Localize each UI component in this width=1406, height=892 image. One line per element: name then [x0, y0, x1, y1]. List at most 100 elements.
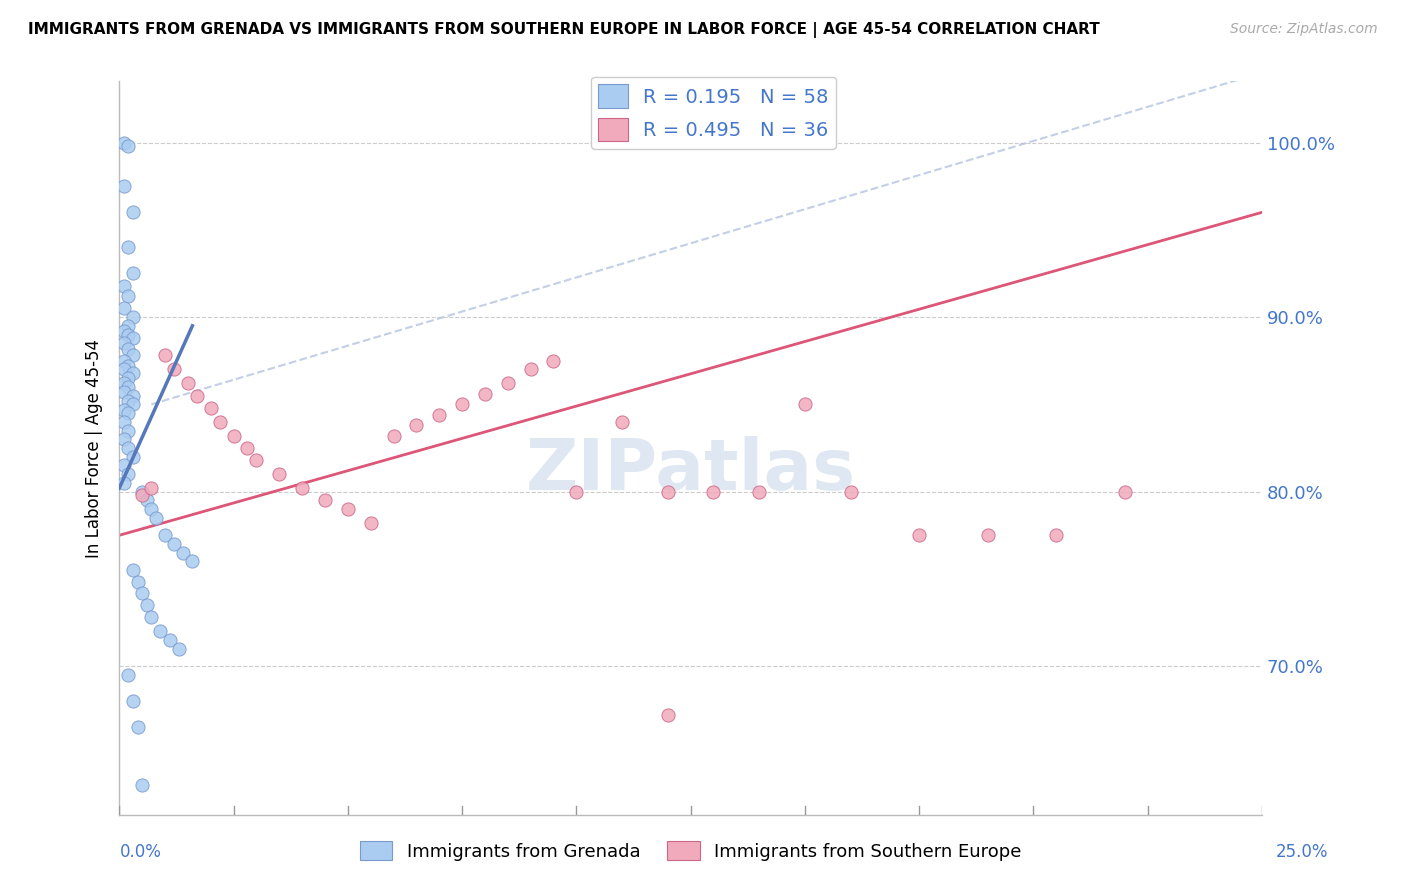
Point: [131, 586, 153, 600]
Point: [141, 610, 163, 624]
Point: [702, 484, 724, 499]
Point: [222, 429, 245, 443]
Point: [112, 376, 135, 391]
Point: [908, 528, 931, 542]
Point: [112, 475, 135, 490]
Point: [135, 493, 157, 508]
Point: [122, 205, 145, 219]
Point: [336, 502, 359, 516]
Point: [208, 415, 231, 429]
Point: [112, 385, 135, 400]
Text: IMMIGRANTS FROM GRENADA VS IMMIGRANTS FROM SOUTHERN EUROPE IN LABOR FORCE | AGE : IMMIGRANTS FROM GRENADA VS IMMIGRANTS FR…: [28, 22, 1099, 38]
Point: [153, 349, 176, 363]
Point: [112, 353, 135, 368]
Text: Source: ZipAtlas.com: Source: ZipAtlas.com: [1230, 22, 1378, 37]
Point: [122, 310, 145, 324]
Point: [112, 432, 135, 446]
Point: [360, 516, 382, 530]
Point: [181, 554, 204, 568]
Y-axis label: In Labor Force | Age 45-54: In Labor Force | Age 45-54: [86, 338, 103, 558]
Point: [117, 424, 139, 438]
Point: [153, 528, 176, 542]
Point: [112, 362, 135, 376]
Point: [565, 484, 588, 499]
Point: [117, 380, 139, 394]
Point: [314, 493, 336, 508]
Text: 0.0%: 0.0%: [120, 843, 162, 861]
Point: [117, 467, 139, 482]
Point: [1114, 484, 1136, 499]
Point: [112, 278, 135, 293]
Point: [117, 318, 139, 333]
Text: 25.0%: 25.0%: [1277, 843, 1329, 861]
Point: [141, 481, 163, 495]
Point: [112, 458, 135, 473]
Point: [543, 353, 565, 368]
Point: [122, 267, 145, 281]
Point: [1045, 528, 1067, 542]
Point: [112, 336, 135, 351]
Point: [112, 301, 135, 316]
Point: [122, 397, 145, 411]
Point: [117, 342, 139, 356]
Point: [405, 418, 427, 433]
Point: [117, 371, 139, 385]
Point: [657, 708, 679, 723]
Point: [163, 537, 186, 551]
Point: [839, 484, 862, 499]
Point: [172, 546, 194, 560]
Point: [117, 240, 139, 254]
Point: [186, 389, 208, 403]
Text: ZIPatlas: ZIPatlas: [526, 435, 856, 505]
Point: [200, 401, 222, 415]
Point: [451, 397, 474, 411]
Legend: R = 0.195   N = 58, R = 0.495   N = 36: R = 0.195 N = 58, R = 0.495 N = 36: [591, 77, 837, 149]
Point: [122, 694, 145, 708]
Point: [519, 362, 541, 376]
Point: [122, 389, 145, 403]
Point: [112, 179, 135, 194]
Point: [474, 387, 496, 401]
Point: [141, 502, 163, 516]
Point: [122, 450, 145, 464]
Point: [122, 331, 145, 345]
Point: [122, 349, 145, 363]
Point: [117, 139, 139, 153]
Point: [122, 366, 145, 380]
Point: [657, 484, 679, 499]
Point: [177, 376, 200, 391]
Point: [167, 641, 190, 656]
Point: [112, 402, 135, 417]
Point: [127, 575, 149, 590]
Point: [793, 397, 815, 411]
Point: [291, 481, 314, 495]
Point: [135, 598, 157, 612]
Point: [131, 488, 153, 502]
Point: [112, 324, 135, 338]
Point: [117, 406, 139, 420]
Point: [117, 289, 139, 303]
Point: [976, 528, 998, 542]
Point: [127, 720, 149, 734]
Point: [496, 376, 519, 391]
Point: [149, 624, 172, 639]
Point: [117, 359, 139, 373]
Point: [122, 563, 145, 577]
Point: [117, 668, 139, 682]
Point: [245, 453, 267, 467]
Point: [112, 136, 135, 150]
Point: [748, 484, 770, 499]
Point: [117, 441, 139, 455]
Point: [236, 441, 259, 455]
Point: [382, 429, 405, 443]
Point: [117, 327, 139, 342]
Point: [427, 408, 450, 422]
Point: [610, 415, 633, 429]
Point: [131, 778, 153, 792]
Point: [117, 393, 139, 408]
Point: [159, 633, 181, 648]
Point: [131, 484, 153, 499]
Point: [112, 415, 135, 429]
Point: [163, 362, 186, 376]
Point: [145, 511, 167, 525]
